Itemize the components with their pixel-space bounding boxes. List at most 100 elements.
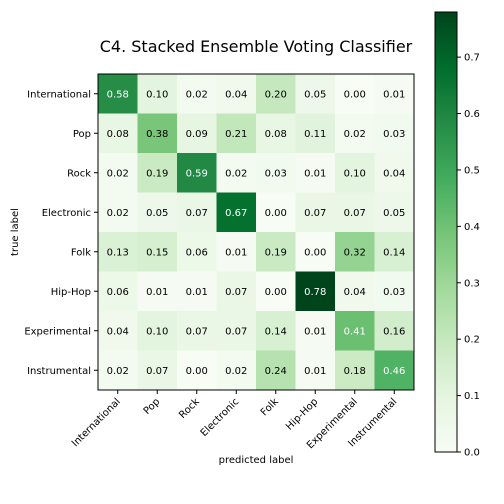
cell-value-label: 0.32 (344, 247, 366, 258)
cell-value-label: 0.14 (265, 326, 287, 337)
cell-value-label: 0.19 (265, 247, 287, 258)
cell-value-label: 0.00 (265, 287, 287, 298)
cell-value-label: 0.00 (186, 366, 208, 377)
heatmap-cell (137, 113, 178, 154)
heatmap-cell (216, 153, 257, 193)
heatmap-cell (295, 311, 336, 351)
cell-value-label: 0.07 (186, 208, 208, 219)
cell-value-label: 0.04 (383, 168, 405, 179)
cell-value-label: 0.10 (146, 326, 168, 337)
cell-value-label: 0.01 (304, 168, 326, 179)
heatmap-cell (177, 113, 217, 154)
heatmap-cell (137, 311, 178, 351)
heatmap-cell (335, 311, 375, 351)
cell-value-label: 0.38 (146, 129, 168, 140)
colorbar-tick-label: 0.4 (464, 222, 480, 233)
cell-value-label: 0.13 (107, 247, 129, 258)
cell-value-label: 0.04 (225, 89, 247, 100)
cell-value-label: 0.58 (107, 89, 129, 100)
heatmap-cell (216, 271, 257, 312)
colorbar-tick-label: 0.6 (464, 109, 480, 120)
x-axis-label: predicted label (219, 455, 294, 466)
heatmap-cell (374, 271, 415, 312)
colorbar-ticks: 0.0 0.1 0.2 0.3 0.4 0.5 0.6 0.7 (457, 53, 480, 459)
colorbar-tick-label: 0.3 (464, 278, 480, 289)
cell-value-label: 0.07 (344, 208, 366, 219)
x-tick-label: Folk (259, 396, 281, 418)
cell-value-label: 0.07 (304, 208, 326, 219)
y-tick-label: Pop (73, 129, 91, 140)
y-tick-label: International (27, 89, 91, 100)
heatmap-cell (335, 74, 375, 114)
cell-value-label: 0.04 (344, 287, 366, 298)
cell-value-label: 0.05 (304, 89, 326, 100)
cell-value-label: 0.15 (146, 247, 168, 258)
cell-value-label: 0.20 (265, 89, 287, 100)
cell-value-label: 0.00 (304, 247, 326, 258)
heatmap-cell (374, 153, 415, 193)
cell-value-label: 0.02 (225, 168, 247, 179)
heatmap-cell (374, 74, 415, 114)
colorbar-tick-label: 0.1 (464, 391, 480, 402)
cell-value-label: 0.07 (186, 326, 208, 337)
heatmap-cell (295, 232, 336, 272)
heatmap-cell (335, 271, 375, 312)
cell-value-label: 0.05 (383, 208, 405, 219)
cell-value-label: 0.05 (146, 208, 168, 219)
y-tick-label: Hip-Hop (51, 287, 91, 298)
cell-value-label: 0.19 (146, 168, 168, 179)
heatmap-cell (98, 271, 138, 312)
cell-value-label: 0.11 (304, 129, 326, 140)
colorbar-tick-label: 0.7 (464, 53, 480, 64)
heatmap-cell (335, 192, 375, 233)
y-axis-label: true label (10, 208, 21, 256)
cell-value-label: 0.02 (344, 129, 366, 140)
cell-value-label: 0.03 (383, 129, 405, 140)
cell-value-label: 0.01 (304, 366, 326, 377)
heatmap-cell (137, 271, 178, 312)
heatmap-cell (295, 74, 336, 114)
y-axis-ticks: International Pop Rock Electronic Folk Hip-Ho… (24, 89, 98, 377)
heatmap-cell (216, 311, 257, 351)
heatmap-cell (256, 232, 296, 272)
heatmap-cell (374, 192, 415, 233)
heatmap-cell (216, 232, 257, 272)
cell-value-label: 0.21 (225, 129, 247, 140)
heatmap-cell (216, 74, 257, 114)
heatmap-cell (137, 350, 178, 391)
heatmap-cell (256, 271, 296, 312)
heatmap-cell (374, 311, 415, 351)
cell-value-label: 0.10 (146, 89, 168, 100)
heatmap-cell (216, 113, 257, 154)
cell-value-label: 0.02 (107, 168, 129, 179)
cell-value-label: 0.03 (383, 287, 405, 298)
heatmap-cell (295, 271, 336, 312)
cell-value-label: 0.01 (146, 287, 168, 298)
y-tick-label: Instrumental (27, 366, 91, 377)
cell-value-label: 0.07 (225, 287, 247, 298)
cell-value-label: 0.01 (383, 89, 405, 100)
y-tick-label: Folk (71, 247, 91, 258)
colorbar-gradient (434, 11, 458, 453)
colorbar: 0.0 0.1 0.2 0.3 0.4 0.5 0.6 0.7 (434, 11, 480, 459)
heatmap-cell (137, 74, 178, 114)
heatmap-cell (137, 153, 178, 193)
heatmap-cell (98, 74, 138, 114)
heatmap-cell (295, 350, 336, 391)
cell-value-label: 0.10 (344, 168, 366, 179)
heatmap-cell (335, 153, 375, 193)
heatmap-cell (216, 192, 257, 233)
heatmap-cell (98, 350, 138, 391)
cell-value-label: 0.02 (225, 366, 247, 377)
y-tick-label: Experimental (24, 326, 91, 337)
heatmap-cell (374, 113, 415, 154)
x-tick-label: Pop (142, 396, 163, 417)
cell-value-label: 0.78 (304, 287, 326, 298)
heatmap-cell (374, 232, 415, 272)
cell-value-label: 0.04 (107, 326, 129, 337)
heatmap-cell (98, 113, 138, 154)
heatmap-cell (177, 350, 217, 391)
cell-value-label: 0.02 (107, 366, 129, 377)
